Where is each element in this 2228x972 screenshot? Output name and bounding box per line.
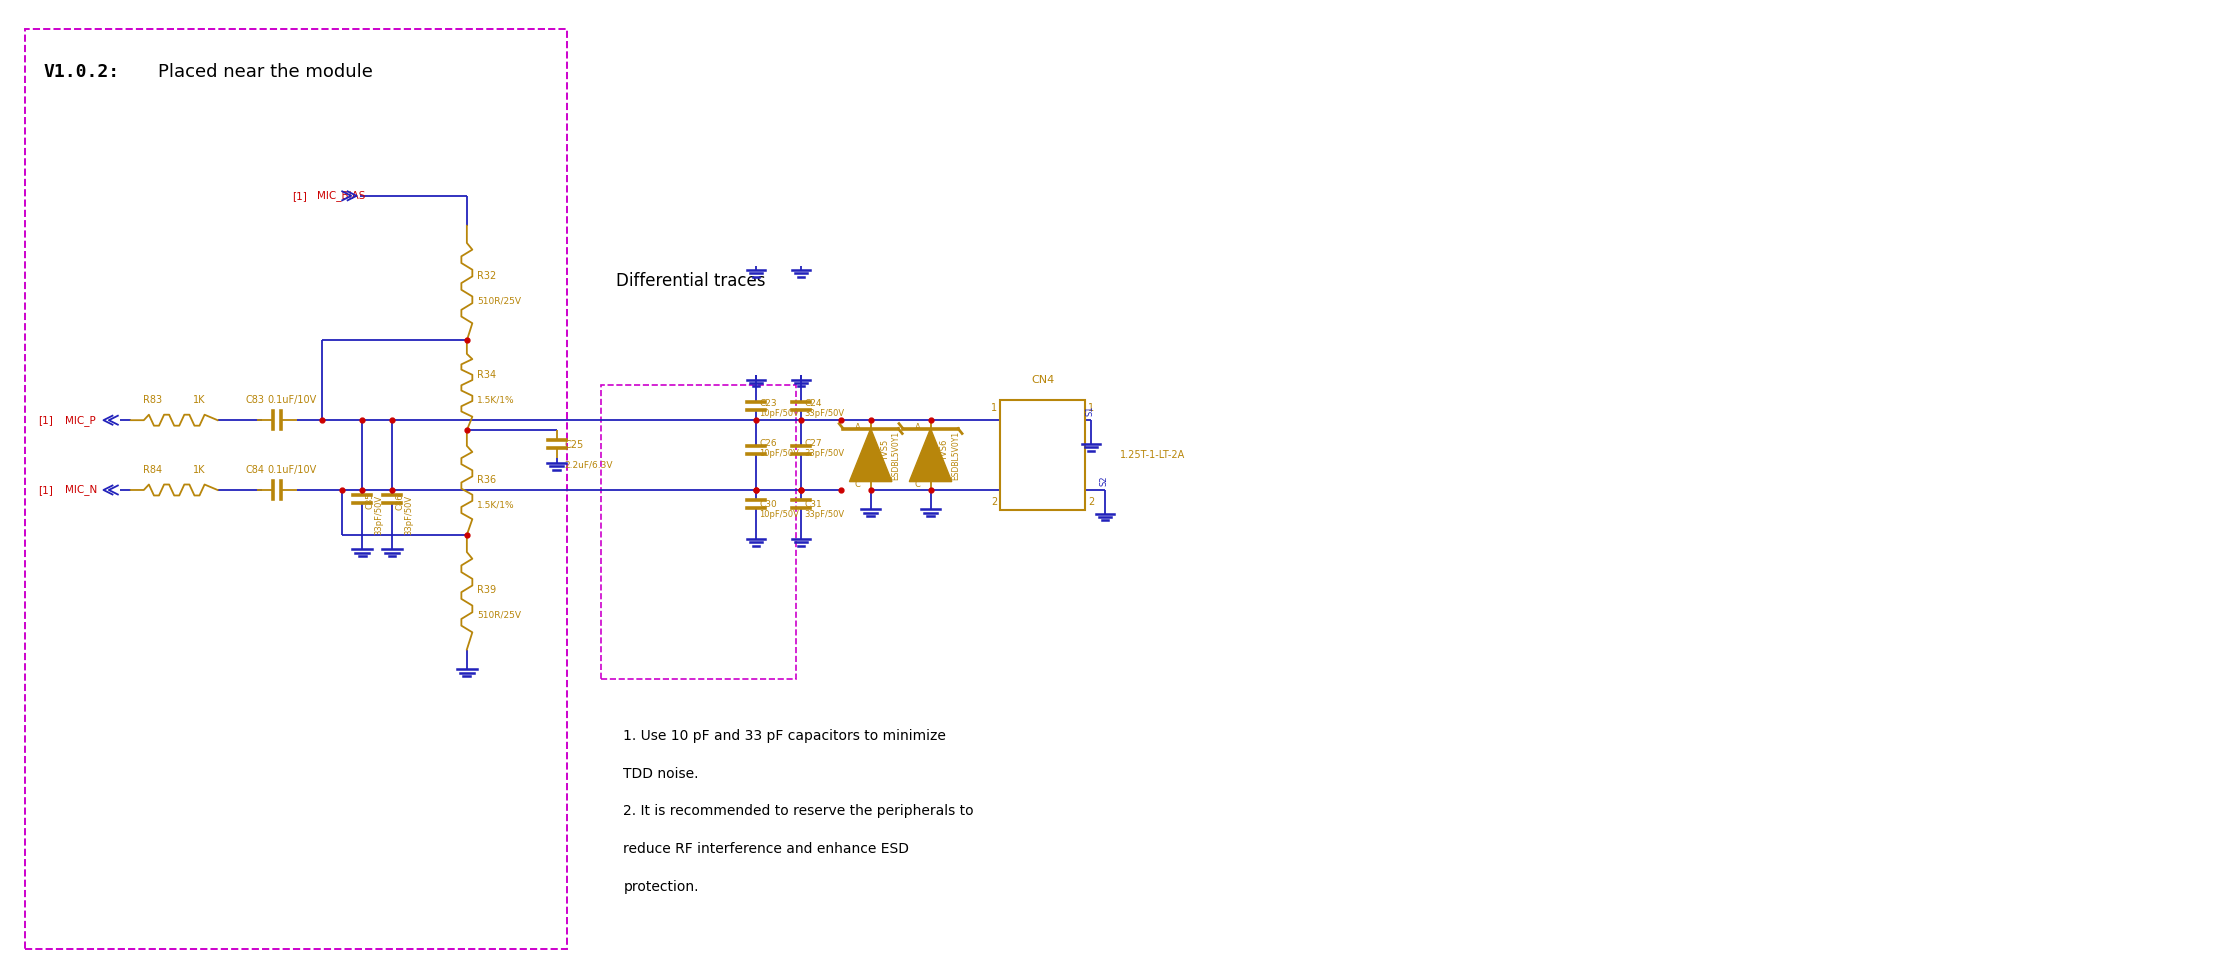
Text: 0.1uF/10V: 0.1uF/10V bbox=[267, 465, 316, 475]
Text: 33pF/50V: 33pF/50V bbox=[374, 495, 383, 536]
Text: C: C bbox=[913, 480, 920, 489]
Text: MIC_BIAS: MIC_BIAS bbox=[316, 191, 365, 201]
Text: 1.5K/1%: 1.5K/1% bbox=[477, 501, 515, 509]
Text: 1: 1 bbox=[991, 403, 998, 413]
Text: protection.: protection. bbox=[624, 880, 700, 894]
Text: 510R/25V: 510R/25V bbox=[477, 610, 521, 619]
Text: R36: R36 bbox=[477, 475, 497, 485]
Text: MIC_N: MIC_N bbox=[65, 484, 98, 496]
Text: 10pF/50V: 10pF/50V bbox=[760, 409, 800, 418]
Bar bbox=[1000, 400, 1085, 510]
Text: C26: C26 bbox=[760, 439, 778, 448]
Text: C25: C25 bbox=[564, 440, 584, 450]
Polygon shape bbox=[849, 429, 891, 481]
Text: R34: R34 bbox=[477, 370, 497, 380]
Text: [1]: [1] bbox=[38, 485, 53, 495]
Text: C31: C31 bbox=[804, 500, 822, 509]
Text: C27: C27 bbox=[804, 439, 822, 448]
Text: TVS5: TVS5 bbox=[880, 439, 889, 461]
Text: 1.25T-1-LT-2A: 1.25T-1-LT-2A bbox=[1121, 450, 1185, 460]
Text: A: A bbox=[913, 423, 920, 433]
Text: reduce RF interference and enhance ESD: reduce RF interference and enhance ESD bbox=[624, 842, 909, 856]
Text: MIC_P: MIC_P bbox=[65, 415, 96, 426]
Text: R32: R32 bbox=[477, 270, 497, 281]
Text: S1: S1 bbox=[1085, 405, 1094, 416]
Text: 0.1uF/10V: 0.1uF/10V bbox=[267, 396, 316, 405]
Text: 33pF/50V: 33pF/50V bbox=[403, 495, 412, 536]
Text: Placed near the module: Placed near the module bbox=[158, 63, 372, 81]
Text: ESDBL5V0Y1: ESDBL5V0Y1 bbox=[891, 431, 900, 479]
Text: 33pF/50V: 33pF/50V bbox=[804, 409, 844, 418]
Text: 2. It is recommended to reserve the peripherals to: 2. It is recommended to reserve the peri… bbox=[624, 804, 974, 818]
Text: C83: C83 bbox=[245, 396, 265, 405]
Text: 1.5K/1%: 1.5K/1% bbox=[477, 396, 515, 404]
Text: TDD noise.: TDD noise. bbox=[624, 767, 700, 781]
Text: S2: S2 bbox=[1101, 475, 1110, 486]
Text: 1: 1 bbox=[1087, 403, 1094, 413]
Text: C24: C24 bbox=[804, 399, 822, 408]
Text: 10pF/50V: 10pF/50V bbox=[760, 510, 800, 519]
Text: C84: C84 bbox=[245, 465, 265, 475]
Text: 510R/25V: 510R/25V bbox=[477, 296, 521, 305]
Text: Differential traces: Differential traces bbox=[617, 271, 766, 290]
Text: C: C bbox=[856, 480, 860, 489]
Text: R84: R84 bbox=[143, 465, 163, 475]
Text: ESDBL5V0Y1: ESDBL5V0Y1 bbox=[951, 431, 960, 479]
Text: V1.0.2:: V1.0.2: bbox=[42, 63, 118, 81]
Text: C86: C86 bbox=[397, 493, 405, 509]
Text: C30: C30 bbox=[760, 500, 778, 509]
Text: CN4: CN4 bbox=[1032, 375, 1054, 385]
Text: C23: C23 bbox=[760, 399, 778, 408]
Text: R83: R83 bbox=[143, 396, 163, 405]
Text: TVS6: TVS6 bbox=[940, 439, 949, 461]
Text: 1. Use 10 pF and 33 pF capacitors to minimize: 1. Use 10 pF and 33 pF capacitors to min… bbox=[624, 729, 947, 744]
Text: [1]: [1] bbox=[38, 415, 53, 425]
Text: A: A bbox=[856, 423, 860, 433]
Text: 1K: 1K bbox=[192, 465, 205, 475]
Text: C85: C85 bbox=[365, 493, 374, 509]
Polygon shape bbox=[909, 429, 951, 481]
Text: [1]: [1] bbox=[292, 191, 307, 201]
Text: R39: R39 bbox=[477, 585, 497, 595]
Text: 10pF/50V: 10pF/50V bbox=[760, 449, 800, 458]
Text: 33pF/50V: 33pF/50V bbox=[804, 449, 844, 458]
Text: 2: 2 bbox=[991, 497, 998, 507]
Text: 1K: 1K bbox=[192, 396, 205, 405]
Text: 2: 2 bbox=[1087, 497, 1094, 507]
Text: 2.2uF/6.3V: 2.2uF/6.3V bbox=[564, 460, 613, 469]
Text: 33pF/50V: 33pF/50V bbox=[804, 510, 844, 519]
